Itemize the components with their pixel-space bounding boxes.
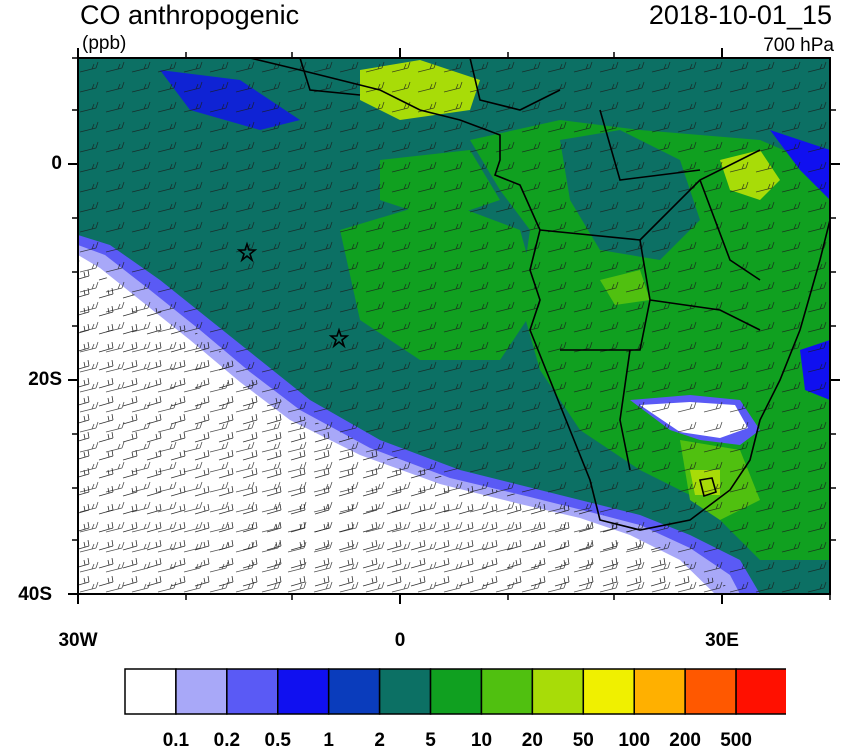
- station-markers: [236, 241, 350, 349]
- colorbar-swatch: [124, 668, 177, 715]
- lon-label: 30W: [58, 630, 98, 651]
- colorbar-swatch: [480, 668, 534, 715]
- colorbar-tick-label: 10: [470, 730, 493, 751]
- colorbar-swatch: [378, 668, 432, 715]
- colorbar-tick-label: 20: [521, 730, 543, 751]
- colorbar-swatch: [633, 668, 686, 715]
- colorbar-swatch: [175, 668, 228, 715]
- pressure-level-label: 700 hPa: [763, 35, 834, 56]
- colorbar-swatch: [429, 668, 483, 715]
- station-star-icon: [236, 241, 258, 263]
- colorbar-tick-label: 100: [618, 730, 651, 751]
- colorbar-swatch: [684, 668, 737, 715]
- colorbar-tick-label: 0.2: [213, 730, 241, 751]
- colorbar-tick-label: 200: [669, 730, 701, 751]
- colorbar-swatch: [226, 668, 279, 715]
- colorbar-swatch: [327, 668, 381, 715]
- map-frame: [68, 48, 840, 604]
- colorbar-tick-label: 0.5: [264, 730, 291, 751]
- co-concentration-field: [78, 58, 830, 594]
- lat-label: 0: [51, 153, 62, 174]
- datetime-label: 2018-10-01_15: [648, 0, 832, 30]
- colorbar-tick-label: 0.1: [162, 730, 190, 751]
- lat-label: 20S: [28, 369, 62, 390]
- colorbar-tick-label: 500: [720, 730, 752, 751]
- colorbar-swatch: [582, 668, 635, 715]
- colorbar-swatch: [277, 668, 330, 715]
- lon-label: 0: [394, 630, 406, 651]
- colorbar-tick-label: 2: [374, 730, 385, 751]
- lat-label: 40S: [18, 584, 52, 605]
- units-label: (ppb): [82, 33, 127, 54]
- colorbar-swatch: [531, 668, 585, 715]
- colorbar-tick-label: 1: [323, 730, 334, 751]
- lon-label: 30E: [705, 630, 739, 651]
- colorbar: [124, 668, 786, 715]
- colorbar-tick-label: 5: [425, 730, 436, 751]
- colorbar-swatch: [735, 668, 786, 715]
- colorbar-tick-label: 50: [572, 730, 594, 751]
- plot-title: CO anthropogenic: [80, 0, 300, 30]
- station-star-icon: [328, 327, 350, 349]
- coastline-borders: [249, 58, 830, 531]
